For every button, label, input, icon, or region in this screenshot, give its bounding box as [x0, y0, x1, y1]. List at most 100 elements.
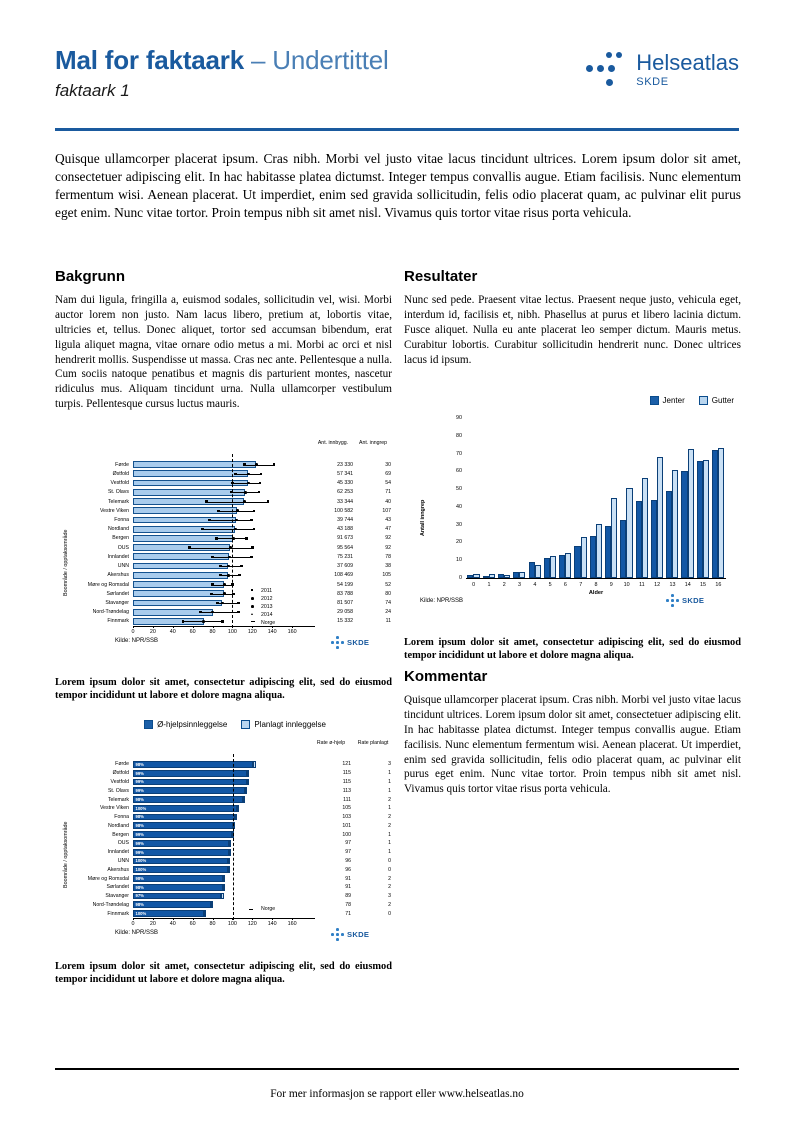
fig1-source-note: Kilde: NPR/SSB	[115, 638, 159, 644]
fig3-cell-planlagt: 2	[388, 796, 391, 803]
fig1-cell-innbygg: 29 058	[337, 609, 353, 616]
fig1-point-estimate	[229, 546, 232, 549]
fig3-cell-planlagt: 1	[388, 787, 391, 794]
fig3-pct-label: 100%	[135, 805, 147, 811]
fig1-point-estimate	[221, 601, 224, 605]
fig1-ci-endpoint	[231, 583, 234, 586]
fig2-x-tick-label: 4	[533, 582, 537, 588]
fig2-bar-Jenter	[712, 450, 719, 578]
fig3-cell-planlagt: 0	[388, 857, 391, 864]
section-heading-resultater: Resultater	[404, 268, 478, 285]
fig1-cell-innbygg: 43 188	[337, 526, 353, 533]
fig1-ci-endpoint	[258, 491, 261, 494]
fig1-x-tick-label: 100	[227, 629, 237, 635]
fig3-bar-ohjelp	[133, 875, 224, 882]
fig1-legend-glyph-2014	[251, 613, 253, 615]
fig1-point-estimate	[235, 518, 238, 522]
fig3-cell-ohjelp: 101	[342, 822, 351, 829]
fig1-cell-inngrep: 43	[385, 516, 391, 523]
fig2-bar-Jenter	[497, 574, 505, 578]
fig1-col-header-innbygg: Ant. innbygg.	[317, 440, 349, 446]
fig2-source-note: Kilde: NPR/SSB	[420, 598, 464, 604]
fig3-bar-ohjelp	[133, 866, 229, 874]
fig3-cell-ohjelp: 121	[342, 761, 351, 768]
title-main: Mal for faktaark	[55, 45, 244, 75]
skde-wordmark: SKDE	[347, 638, 370, 647]
fig1-confidence-interval	[232, 483, 261, 484]
fig3-x-tick-label: 160	[287, 921, 297, 927]
fig1-ci-endpoint	[250, 555, 253, 559]
fig1-x-tick-label: 40	[169, 629, 176, 635]
fig1-category-label: Fonna	[114, 516, 129, 523]
fig1-cell-inngrep: 52	[385, 581, 391, 588]
fig2-legend: Jenter Gutter	[574, 396, 734, 405]
skde-wordmark: SKDE	[347, 930, 370, 939]
fig2-bar-Jenter	[513, 571, 520, 578]
fig1-category-label: Stavanger	[105, 599, 129, 606]
fig1-category-label: Førde	[115, 461, 129, 468]
fig2-bar-Jenter	[559, 554, 566, 578]
fig2-bar-Jenter	[696, 460, 703, 578]
fig3-bar-ohjelp	[133, 840, 230, 847]
fig3-bar-planlagt	[235, 813, 238, 821]
fig3-cell-ohjelp: 103	[342, 814, 351, 821]
fig3-cell-ohjelp: 89	[345, 893, 351, 900]
kommentar-block: Kommentar Quisque ullamcorper placerat i…	[404, 668, 741, 797]
fig1-ci-endpoint	[208, 518, 211, 522]
fig2-y-tick-label: 0	[459, 575, 462, 581]
fig1-x-tick-label: 160	[287, 629, 297, 635]
fig2-legend-key-Jenter: Jenter	[649, 396, 685, 405]
fig1-ci-endpoint	[219, 574, 222, 577]
fig2-y-tick-label: 60	[456, 468, 462, 475]
skde-dots-icon	[331, 636, 344, 649]
fig1-cell-innbygg: 54 199	[337, 581, 353, 588]
fig3-cell-ohjelp: 96	[345, 857, 351, 864]
fig1-confidence-interval	[200, 612, 239, 613]
fig1-point-estimate	[244, 490, 247, 494]
figure-2-age-gender-bar-chart: Jenter Gutter Antall inngrep 0 10 20 30 40 50 60 7…	[404, 396, 741, 628]
fig3-bar-ohjelp	[133, 761, 254, 768]
fig3-cell-planlagt: 0	[388, 910, 391, 917]
fig3-x-tickmark	[212, 918, 214, 921]
fig1-legend-label-2012: 2012	[261, 596, 273, 602]
fig1-confidence-interval	[217, 602, 239, 604]
fig3-cell-planlagt: 1	[388, 770, 391, 777]
fig2-bar-Jenter	[543, 558, 550, 578]
fig1-x-tickmark	[232, 626, 234, 629]
fig3-cell-planlagt: 0	[388, 866, 391, 873]
fig3-cell-ohjelp: 113	[342, 787, 351, 794]
fig1-ci-endpoint	[253, 527, 256, 531]
fig3-category-label: Stavanger	[105, 893, 129, 900]
document-subtitle: faktaark 1	[55, 80, 130, 100]
fig2-bar-Jenter	[589, 535, 596, 578]
figure-2-caption: Lorem ipsum dolor sit amet, consectetur …	[404, 637, 741, 662]
fig3-pct-label: 99%	[135, 788, 144, 794]
fig1-point-estimate	[234, 527, 237, 531]
fig1-category-label: Finnmark	[107, 618, 129, 625]
fig1-x-tick-label: 80	[209, 629, 216, 635]
fig1-cell-innbygg: 83 788	[337, 590, 353, 597]
fig2-y-tick-label: 40	[456, 503, 462, 510]
title-block: Mal for faktaark – Undertittel faktaark …	[55, 46, 389, 101]
fig3-col-header-ohjelp: Rate ø-hjelp	[316, 740, 346, 746]
fig2-y-tick-label: 30	[456, 521, 462, 528]
fig3-x-tick-label: 40	[169, 921, 176, 927]
fig3-cell-planlagt: 1	[388, 849, 391, 856]
skde-dots-icon	[331, 928, 344, 941]
fig3-bar-ohjelp	[133, 804, 238, 812]
fig2-bar-Gutter	[488, 573, 495, 578]
fig1-cell-innbygg: 15 332	[337, 618, 353, 625]
fig1-cell-innbygg: 91 673	[337, 535, 353, 542]
fig3-bar-ohjelp	[133, 787, 246, 795]
fig3-pct-label: 98%	[135, 823, 144, 829]
fig3-cell-planlagt: 1	[388, 831, 391, 838]
fig1-cell-innbygg: 37 609	[337, 563, 353, 570]
fig1-x-tickmark	[172, 626, 174, 629]
fig3-bar-ohjelp	[133, 813, 236, 821]
fig1-cell-inngrep: 105	[382, 572, 391, 579]
fig1-ci-endpoint	[217, 509, 220, 512]
fig3-pct-label: 98%	[135, 761, 144, 767]
fig2-bar-Gutter	[565, 552, 572, 578]
fig1-ci-endpoint	[216, 601, 219, 605]
fig2-y-axis-title: Antall inngrep	[420, 499, 426, 536]
